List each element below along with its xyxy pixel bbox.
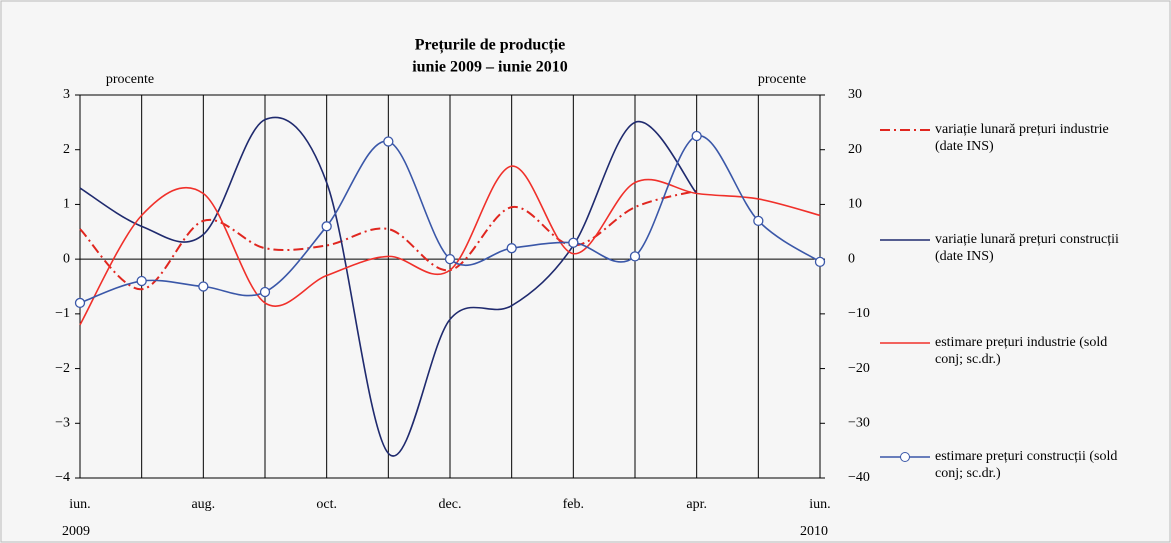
x-tick-label: apr.	[686, 497, 707, 512]
series-marker	[74, 297, 86, 309]
chart-title: Prețurile de producție	[415, 37, 566, 55]
y-tick-label: −1	[55, 306, 70, 321]
y-tick-label: −2	[55, 361, 70, 376]
x-tick-label: iun.	[809, 497, 830, 512]
series-marker	[753, 215, 764, 226]
series-line	[79, 116, 698, 457]
series-marker	[259, 286, 271, 298]
legend-label: estimare prețuri construcții (sold conj;…	[935, 449, 1118, 481]
x-tick-label: iun.	[69, 497, 90, 512]
series-marker	[198, 281, 209, 292]
y-axis-label: procente	[106, 72, 154, 87]
year-label: 2010	[800, 524, 828, 539]
y2-tick-label: −20	[848, 361, 870, 376]
legend-label: variație lunară prețuri construcții (dat…	[935, 232, 1119, 264]
series-marker	[568, 237, 579, 248]
series-marker	[383, 136, 394, 147]
legend-label: variație lunară prețuri industrie (date …	[935, 122, 1109, 154]
series-line	[79, 189, 697, 291]
y-tick-label: −3	[55, 416, 70, 431]
chart-subtitle: iunie 2009 – iunie 2010	[412, 59, 568, 76]
series-marker	[691, 130, 702, 142]
series-marker	[814, 256, 826, 268]
y2-tick-label: −40	[848, 470, 870, 485]
x-tick-label: aug.	[191, 497, 215, 512]
series-marker	[506, 243, 517, 254]
legend-label: estimare prețuri industrie (sold conj; s…	[935, 335, 1108, 367]
year-label: 2009	[62, 524, 90, 539]
series-marker	[321, 221, 332, 232]
y2-tick-label: 0	[848, 251, 855, 266]
series-marker	[136, 275, 147, 287]
x-tick-label: dec.	[439, 497, 462, 512]
series-marker	[629, 251, 641, 262]
y2-tick-label: 20	[848, 142, 862, 157]
series-line	[79, 165, 821, 326]
x-tick-label: oct.	[316, 497, 337, 512]
y2-axis-label: procente	[758, 72, 806, 87]
y-tick-label: 2	[63, 142, 70, 157]
y-tick-label: 0	[63, 251, 70, 266]
y-tick-label: 3	[63, 87, 70, 102]
y2-tick-label: 30	[848, 87, 862, 102]
y2-tick-label: −30	[848, 416, 870, 431]
y-tick-label: −4	[55, 470, 70, 485]
x-tick-label: feb.	[563, 497, 584, 512]
y-tick-label: 1	[63, 197, 70, 212]
legend-marker	[900, 452, 910, 462]
series-marker	[444, 253, 456, 265]
y2-tick-label: 10	[848, 197, 862, 212]
y2-tick-label: −10	[848, 306, 870, 321]
